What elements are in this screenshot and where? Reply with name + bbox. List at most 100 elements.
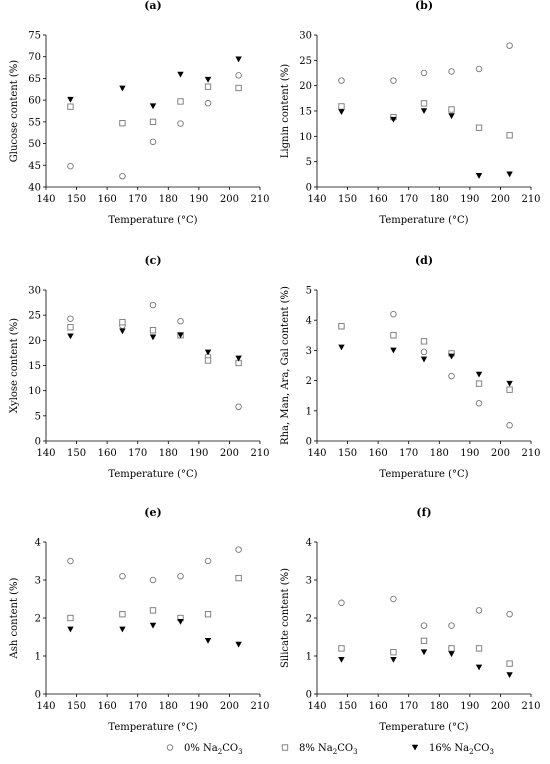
x-tick-label: 160 <box>369 701 388 712</box>
data-point-square <box>119 120 126 127</box>
data-point-triangle-down <box>390 347 397 354</box>
data-point-square <box>420 637 428 644</box>
data-point-triangle-down <box>119 626 126 633</box>
x-tick-label: 160 <box>98 194 117 205</box>
data-point-square <box>204 83 212 90</box>
y-tick-label: 75 <box>28 31 41 42</box>
data-point-triangle-down <box>177 71 184 78</box>
x-tick-label: 200 <box>220 194 239 205</box>
y-tick-label: 25 <box>299 56 312 67</box>
data-point-circle <box>448 68 455 75</box>
data-point-triangle-down <box>420 649 428 656</box>
data-point-circle <box>67 315 74 322</box>
y-tick-label: 1 <box>35 652 41 663</box>
y-axis-label: Silicate content (%) <box>280 568 291 668</box>
data-point-triangle-down <box>204 76 212 83</box>
y-tick-label: 2 <box>306 376 312 387</box>
data-point-square <box>235 84 242 92</box>
legend-marker-square <box>281 744 289 751</box>
legend: 0% Na2CO3 8% Na2CO3 16% Na2CO3 <box>166 743 494 756</box>
y-tick-label: 0 <box>306 437 312 448</box>
x-tick-label: 140 <box>307 448 326 459</box>
chart-panel-c: (c) 0 5 10 15 20 25 30 140 150 160 170 180 190 200 210 T… <box>9 254 270 480</box>
legend-marker-triangle-down <box>411 744 419 751</box>
x-tick-label: 150 <box>338 194 357 205</box>
data-point-triangle-down <box>235 355 242 362</box>
y-tick-label: 10 <box>28 386 41 397</box>
x-tick-label: 190 <box>460 701 479 712</box>
data-point-square <box>338 323 345 330</box>
data-point-circle <box>235 403 242 411</box>
data-point-circle <box>420 348 428 356</box>
y-tick-label: 10 <box>299 132 312 143</box>
panel-label: (c) <box>144 254 161 267</box>
data-point-triangle-down <box>119 85 126 92</box>
legend-label: 16% Na2CO3 <box>429 743 494 756</box>
x-tick-label: 180 <box>159 194 178 205</box>
x-tick-label: 170 <box>399 194 418 205</box>
data-point-square <box>448 645 455 652</box>
x-tick-label: 180 <box>430 701 449 712</box>
x-tick-label: 210 <box>250 448 269 459</box>
x-tick-label: 190 <box>189 194 208 205</box>
x-axis-label: Temperature (°C) <box>379 722 468 733</box>
chart-panel-e: (e) 0 1 2 3 4 140 150 160 170 180 190 200 210 Temperat… <box>9 506 270 733</box>
data-point-triangle-down <box>204 638 212 644</box>
data-point-square <box>149 327 157 334</box>
data-point-triangle-down <box>420 108 428 114</box>
data-point-circle <box>475 400 483 407</box>
data-point-circle <box>390 310 397 318</box>
panel-label: (a) <box>144 0 162 12</box>
data-point-triangle-down <box>506 171 513 178</box>
x-tick-label: 140 <box>307 194 326 205</box>
y-tick-label: 15 <box>299 107 312 118</box>
legend-item: 8% Na2CO3 <box>281 743 358 756</box>
y-axis-label: Glucose content (%) <box>9 60 20 163</box>
x-tick-label: 160 <box>369 194 388 205</box>
legend-marker-circle <box>166 744 174 751</box>
data-point-square <box>204 611 212 618</box>
x-tick-label: 160 <box>369 448 388 459</box>
x-tick-label: 200 <box>491 701 510 712</box>
data-point-triangle-down <box>506 672 513 678</box>
x-tick-label: 150 <box>67 448 86 459</box>
x-tick-label: 180 <box>159 701 178 712</box>
y-tick-label: 70 <box>28 52 41 63</box>
x-tick-label: 170 <box>399 448 418 459</box>
data-point-triangle-down <box>338 657 345 663</box>
data-point-circle <box>204 99 212 107</box>
chart-panel-b: (b) 0 5 10 15 20 25 30 140 150 160 170 180 190 200 210 T… <box>280 0 541 226</box>
data-point-triangle-down <box>338 109 345 116</box>
y-tick-label: 25 <box>28 311 41 322</box>
x-axis-label: Temperature (°C) <box>108 469 197 480</box>
data-point-triangle-down <box>448 651 455 658</box>
x-tick-label: 180 <box>430 194 449 205</box>
x-tick-label: 200 <box>220 448 239 459</box>
data-point-circle <box>149 576 157 584</box>
y-axis-label: Xylose content (%) <box>9 318 20 413</box>
x-axis-label: Temperature (°C) <box>379 215 468 226</box>
data-point-circle <box>177 572 184 580</box>
data-point-square <box>67 614 74 622</box>
y-axis-label: Ash content (%) <box>9 577 20 659</box>
x-tick-label: 150 <box>338 448 357 459</box>
data-point-square <box>390 649 397 656</box>
x-tick-label: 150 <box>67 701 86 712</box>
data-point-square <box>149 118 157 126</box>
data-point-circle <box>448 372 455 380</box>
data-point-triangle-down <box>149 622 157 629</box>
x-tick-label: 180 <box>430 448 449 459</box>
data-point-triangle-down <box>177 332 184 339</box>
data-point-square <box>119 319 126 326</box>
x-tick-label: 210 <box>250 194 269 205</box>
data-point-square <box>149 607 157 614</box>
data-point-circle <box>475 65 483 73</box>
data-point-triangle-down <box>390 116 397 123</box>
y-tick-label: 0 <box>306 690 312 701</box>
data-point-circle <box>338 599 345 607</box>
data-point-square <box>506 660 513 667</box>
legend-item: 16% Na2CO3 <box>411 743 494 756</box>
x-tick-label: 140 <box>36 194 55 205</box>
x-tick-label: 210 <box>521 194 540 205</box>
data-point-square <box>420 100 428 107</box>
